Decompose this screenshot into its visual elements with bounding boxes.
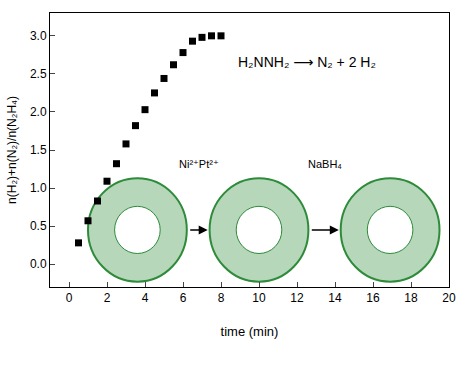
svg-text:0.0: 0.0 [30, 257, 47, 271]
svg-text:Ni²⁺Pt²⁺: Ni²⁺Pt²⁺ [179, 158, 219, 170]
svg-text:H₂NNH₂ ⟶ N₂ + 2 H₂: H₂NNH₂ ⟶ N₂ + 2 H₂ [238, 54, 376, 70]
svg-text:2: 2 [104, 291, 111, 305]
svg-text:3.0: 3.0 [30, 29, 47, 43]
svg-text:6: 6 [180, 291, 187, 305]
svg-text:0.5: 0.5 [30, 219, 47, 233]
svg-text:1.5: 1.5 [30, 143, 47, 157]
svg-text:4: 4 [142, 291, 149, 305]
svg-text:NaBH₄: NaBH₄ [308, 158, 342, 170]
svg-text:20: 20 [442, 291, 456, 305]
svg-text:n(H₂)+n(N₂)/n(N₂H₄): n(H₂)+n(N₂)/n(N₂H₄) [5, 96, 19, 204]
svg-text:0: 0 [66, 291, 73, 305]
svg-text:10: 10 [252, 291, 266, 305]
svg-text:16: 16 [366, 291, 380, 305]
svg-text:8: 8 [218, 291, 225, 305]
svg-text:1.0: 1.0 [30, 181, 47, 195]
svg-text:18: 18 [404, 291, 418, 305]
svg-text:14: 14 [328, 291, 342, 305]
svg-text:time (min): time (min) [221, 324, 279, 339]
svg-text:2.0: 2.0 [30, 105, 47, 119]
svg-text:2.5: 2.5 [30, 67, 47, 81]
svg-text:12: 12 [290, 291, 304, 305]
